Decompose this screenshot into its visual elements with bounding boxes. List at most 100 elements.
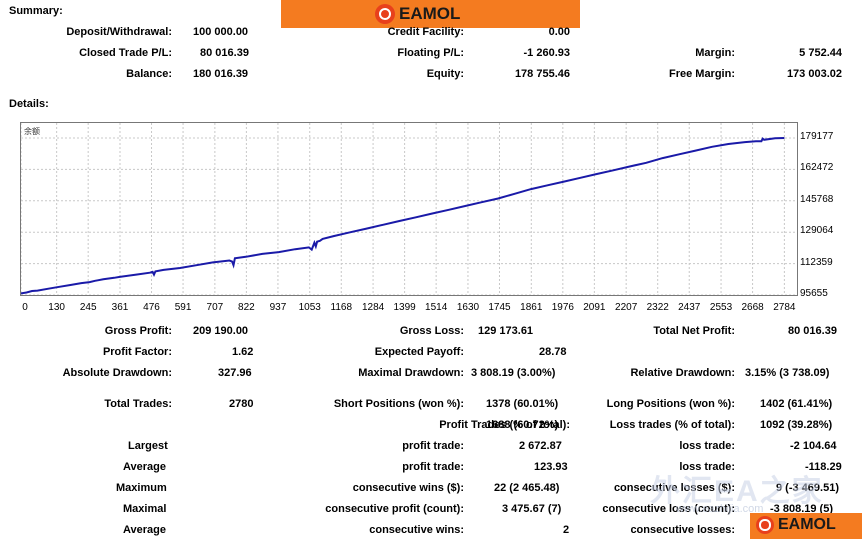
x-tick-label: 2207 bbox=[615, 302, 638, 313]
x-tick-label: 937 bbox=[269, 302, 287, 313]
x-tick-label: 1630 bbox=[456, 302, 480, 313]
x-tick-label: 130 bbox=[48, 302, 65, 313]
average-profit-label: profit trade: bbox=[402, 461, 464, 473]
largest-label: Largest bbox=[128, 440, 168, 452]
closed-pl-label: Closed Trade P/L: bbox=[79, 47, 172, 59]
brand-logo: EAMOL bbox=[375, 4, 460, 24]
y-tick-label: 95655 bbox=[800, 288, 828, 299]
gross-profit-label: Gross Profit: bbox=[104, 325, 172, 337]
expected-payoff-value: 28.78 bbox=[539, 346, 567, 358]
brand-banner: EAMOL bbox=[281, 0, 580, 28]
x-tick-label: 1976 bbox=[551, 302, 574, 313]
total-trades-value: 2780 bbox=[229, 398, 254, 410]
balance-chart-svg bbox=[20, 123, 797, 296]
free-margin-value: 173 003.02 bbox=[786, 68, 842, 80]
maximal-label: Maximal bbox=[123, 503, 167, 515]
margin-label: Margin: bbox=[695, 47, 735, 59]
average-profit-value: 123.93 bbox=[534, 461, 568, 473]
y-tick-label: 112359 bbox=[800, 256, 833, 268]
x-tick-label: 707 bbox=[206, 302, 224, 313]
largest-profit-value: 2 672.87 bbox=[519, 440, 562, 452]
x-tick-label: 2322 bbox=[646, 302, 669, 313]
x-tick-label: 2784 bbox=[773, 302, 796, 313]
abs-drawdown-label: Absolute Drawdown: bbox=[62, 367, 172, 379]
gross-loss-label: Gross Loss: bbox=[399, 325, 464, 337]
rel-drawdown-value: 3.15% (3 738.09) bbox=[745, 367, 830, 379]
x-tick-label: 1168 bbox=[330, 302, 353, 313]
total-net-value: 80 016.39 bbox=[788, 325, 837, 337]
watermark-text: 外汇EA之家 bbox=[650, 475, 824, 508]
closed-pl-value: 80 016.39 bbox=[200, 47, 249, 59]
balance-series-line bbox=[20, 137, 785, 295]
floating-pl-label: Floating P/L: bbox=[397, 47, 464, 59]
brand-logo-bottom-inner: EAMOL bbox=[756, 516, 836, 534]
free-margin-label: Free Margin: bbox=[668, 68, 735, 80]
max-cons-wins-label: consecutive wins ($): bbox=[352, 482, 464, 494]
summary-heading: Summary: bbox=[9, 5, 63, 17]
x-tick-label: 1284 bbox=[361, 302, 385, 313]
credit-label: Credit Facility: bbox=[387, 26, 464, 38]
y-tick-label: 179177 bbox=[800, 131, 834, 142]
profit-trades-label: Profit Trades (% of total): bbox=[439, 419, 570, 431]
max-drawdown-label: Maximal Drawdown: bbox=[358, 367, 464, 379]
x-tick-label: 1861 bbox=[520, 302, 543, 313]
x-tick-label: 2553 bbox=[709, 302, 733, 313]
avg-cons-wins-label: consecutive wins: bbox=[369, 524, 464, 536]
balance-value: 180 016.39 bbox=[193, 68, 249, 80]
maximal-profit-label: consecutive profit (count): bbox=[325, 503, 464, 515]
y-tick-label: 145768 bbox=[800, 193, 834, 205]
avg-cons-wins-value: 2 bbox=[563, 524, 570, 536]
largest-loss-value: -2 104.64 bbox=[790, 440, 837, 452]
largest-loss-label: loss trade: bbox=[679, 440, 735, 452]
max-cons-losses-label: consecutive losses ($): bbox=[613, 482, 735, 494]
maximal-loss-label: consecutive loss (count): bbox=[602, 503, 735, 515]
x-tick-label: 1053 bbox=[298, 302, 321, 313]
x-tick-label: 2437 bbox=[678, 302, 701, 313]
y-tick-label: 162472 bbox=[800, 162, 834, 174]
x-tick-label: 1514 bbox=[425, 302, 448, 313]
x-tick-label: 476 bbox=[143, 302, 160, 313]
max-drawdown-value: 3 808.19 (3.00%) bbox=[471, 367, 556, 379]
equity-label: Equity: bbox=[426, 68, 464, 80]
short-positions-label: Short Positions (won %): bbox=[333, 398, 464, 410]
average2-label: Average bbox=[123, 524, 167, 536]
x-tick-label: 1745 bbox=[488, 302, 511, 313]
details-heading: Details: bbox=[9, 98, 49, 110]
gross-loss-value: 129 173.61 bbox=[478, 325, 534, 337]
margin-value: 5 752.44 bbox=[799, 47, 842, 59]
x-tick-label: 1399 bbox=[393, 302, 416, 313]
rel-drawdown-label: Relative Drawdown: bbox=[630, 367, 735, 379]
avg-cons-losses-label: consecutive losses: bbox=[630, 524, 735, 536]
credit-value: 0.00 bbox=[548, 26, 570, 38]
average-label: Average bbox=[123, 461, 167, 473]
x-tick-label: 822 bbox=[238, 302, 255, 313]
balance-chart bbox=[20, 122, 798, 296]
floating-pl-value: -1 260.93 bbox=[523, 47, 570, 59]
profit-trades-value: 1688 (60.72%) bbox=[486, 419, 559, 431]
brand-logo-bottom-icon bbox=[756, 516, 774, 534]
profit-factor-label: Profit Factor: bbox=[102, 346, 172, 358]
profit-factor-value: 1.62 bbox=[232, 346, 254, 358]
average-loss-value: -118.29 bbox=[805, 461, 842, 473]
brand-logo-bottom: EAMOL bbox=[750, 513, 862, 539]
max-cons-losses-value: 9 (-3 469.51) bbox=[776, 482, 839, 494]
abs-drawdown-value: 327.96 bbox=[218, 367, 252, 379]
maximal-loss-value: -3 808.19 (5) bbox=[770, 503, 833, 515]
expected-payoff-label: Expected Payoff: bbox=[374, 346, 464, 358]
equity-value: 178 755.46 bbox=[514, 68, 570, 80]
x-tick-label: 0 bbox=[22, 302, 28, 313]
total-trades-label: Total Trades: bbox=[104, 398, 172, 410]
long-positions-value: 1402 (61.41%) bbox=[760, 398, 833, 410]
loss-trades-label: Loss trades (% of total): bbox=[609, 419, 735, 431]
short-positions-value: 1378 (60.01%) bbox=[486, 398, 559, 410]
long-positions-label: Long Positions (won %): bbox=[606, 398, 735, 410]
loss-trades-value: 1092 (39.28%) bbox=[760, 419, 833, 431]
max-cons-wins-value: 22 (2 465.48) bbox=[494, 482, 560, 494]
chart-title: 余额 bbox=[24, 127, 40, 136]
brand-logo-bottom-text: EAMOL bbox=[778, 516, 836, 533]
gross-profit-value: 209 190.00 bbox=[193, 325, 249, 337]
x-tick-label: 245 bbox=[79, 302, 97, 313]
total-net-label: Total Net Profit: bbox=[653, 325, 735, 337]
x-tick-label: 361 bbox=[111, 302, 129, 313]
maximum-label: Maximum bbox=[116, 482, 167, 494]
